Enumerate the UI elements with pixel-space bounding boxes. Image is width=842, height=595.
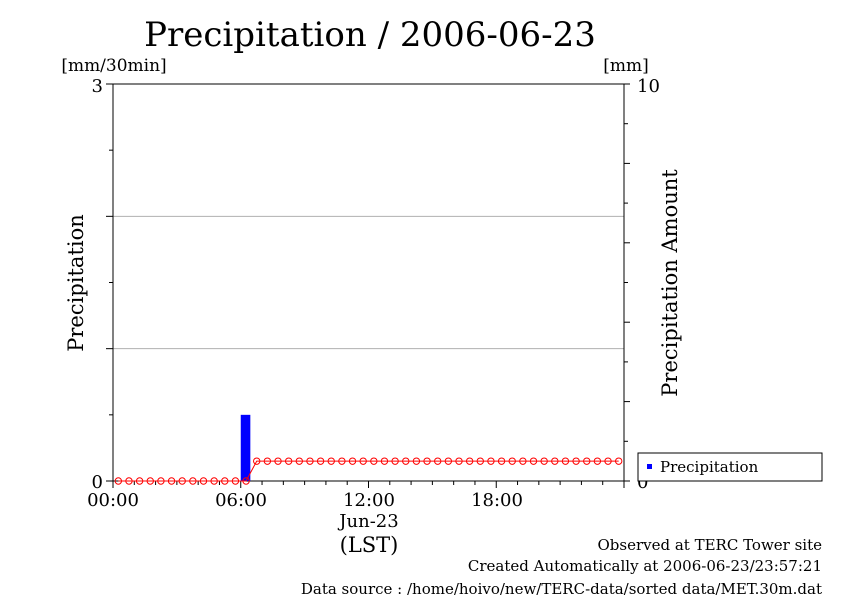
left-axis-unit: [mm/30min] [61, 56, 166, 76]
cumulative-point [551, 457, 559, 465]
cumulative-point [391, 457, 399, 465]
cumulative-point [593, 457, 602, 465]
legend: Precipitation [637, 452, 823, 482]
cumulative-point [210, 477, 218, 485]
cumulative-point [519, 457, 527, 465]
cumulative-point [487, 457, 495, 465]
cumulative-point [455, 457, 463, 465]
footer-data-source: Data source : /home/hoivo/new/TERC-data/… [301, 580, 822, 595]
cumulative-point [444, 457, 453, 465]
cumulative-point [167, 477, 176, 485]
cumulative-point [178, 477, 186, 485]
x-date-label: Jun-23 [337, 511, 398, 532]
cumulative-point [306, 457, 314, 465]
x-tick-label: 12:00 [343, 490, 395, 511]
cumulative-point [295, 457, 304, 465]
cumulative-point [242, 477, 250, 485]
cumulative-point [497, 457, 506, 465]
right-y-tick-top: 10 [637, 76, 660, 97]
cumulative-point [157, 477, 165, 485]
grid-lines [113, 215, 624, 350]
cumulative-point [274, 457, 282, 465]
cumulative-point [125, 477, 133, 485]
cumulative-point [135, 477, 144, 485]
cumulative-point [199, 477, 208, 485]
right-axis-title: Precipitation Amount [658, 169, 682, 397]
precipitation-bars [240, 414, 251, 481]
cumulative-point [189, 477, 197, 485]
cumulative-point [402, 457, 410, 465]
cumulative-point [604, 457, 612, 465]
right-axis-unit: [mm] [603, 56, 649, 76]
cumulative-point [380, 457, 389, 465]
x-axis-unit: (LST) [340, 533, 399, 557]
cumulative-point [412, 457, 421, 465]
cumulative-line [118, 460, 619, 482]
legend-label: Precipitation [660, 458, 759, 476]
cumulative-point [540, 457, 548, 465]
cumulative-point [146, 477, 154, 485]
plot-frame [112, 83, 625, 482]
left-axis-title: Precipitation [64, 214, 88, 352]
cumulative-point [583, 457, 591, 465]
cumulative-point [572, 457, 580, 465]
cumulative-point [338, 457, 346, 465]
left-y-tick-top: 3 [92, 76, 103, 97]
precipitation-bar [240, 414, 251, 481]
cumulative-point [561, 457, 570, 465]
legend-swatch [647, 464, 652, 469]
cumulative-point [370, 457, 378, 465]
cumulative-point [327, 457, 335, 465]
x-tick-label: 18:00 [471, 490, 523, 511]
cumulative-point [476, 457, 484, 465]
x-tick-label: 00:00 [87, 490, 139, 511]
axis-ticks [106, 83, 630, 488]
left-y-tick-bottom: 0 [92, 472, 103, 493]
cumulative-point [284, 457, 293, 465]
cumulative-point [348, 457, 357, 465]
cumulative-point [263, 457, 272, 465]
cumulative-point [221, 477, 229, 485]
cumulative-point [508, 457, 516, 465]
cumulative-point [423, 457, 431, 465]
legend-box [637, 452, 823, 482]
cumulative-point [114, 477, 123, 485]
cumulative-point [359, 457, 367, 465]
footer-created: Created Automatically at 2006-06-23/23:5… [468, 557, 822, 575]
cumulative-point [529, 457, 538, 465]
cumulative-point [614, 457, 623, 465]
chart-title: Precipitation / 2006-06-23 [144, 15, 596, 55]
cumulative-point [465, 457, 474, 465]
cumulative-point [231, 477, 240, 485]
cumulative-point [253, 457, 261, 465]
right-y-tick-bottom: 0 [637, 472, 648, 493]
footer-observed: Observed at TERC Tower site [597, 536, 822, 554]
cumulative-point [316, 457, 325, 465]
cumulative-series [114, 457, 623, 485]
x-tick-label: 06:00 [215, 490, 267, 511]
cumulative-point [433, 457, 442, 465]
